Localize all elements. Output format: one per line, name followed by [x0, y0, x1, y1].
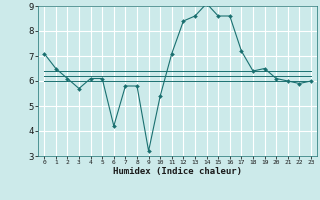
X-axis label: Humidex (Indice chaleur): Humidex (Indice chaleur): [113, 167, 242, 176]
